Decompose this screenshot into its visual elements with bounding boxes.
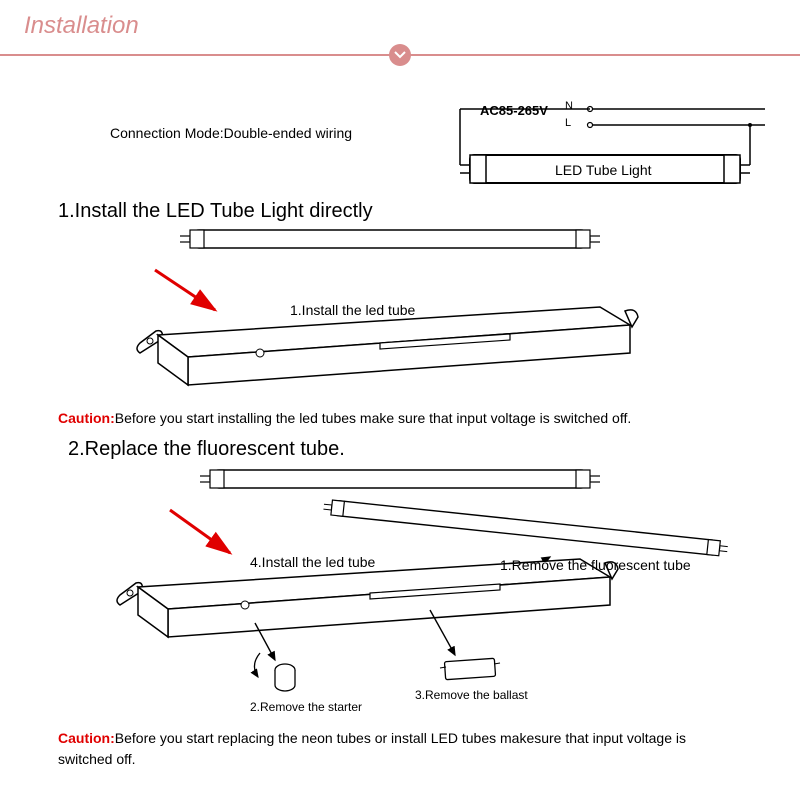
- wiring-tube-label: LED Tube Light: [555, 162, 652, 178]
- caution-text: Before you start replacing the neon tube…: [58, 730, 686, 767]
- section1-heading: 1.Install the LED Tube Light directly: [58, 200, 373, 223]
- section1-step-label: 1.Install the led tube: [290, 302, 415, 318]
- page-title: Installation: [0, 0, 800, 44]
- caution-label: Caution:: [58, 410, 115, 426]
- section2-heading: 2.Replace the fluorescent tube.: [68, 438, 345, 461]
- wiring-voltage-label: AC85-265V: [480, 103, 548, 118]
- caution-label: Caution:: [58, 730, 115, 746]
- section2-step4-label: 4.Install the led tube: [250, 554, 375, 570]
- section2-step1-label: 1.Remove the fluorescent tube: [500, 557, 691, 573]
- section2-diagram: [100, 465, 740, 725]
- wiring-l-label: L: [565, 117, 571, 129]
- wiring-n-label: N: [565, 100, 573, 112]
- section2-step2-label: 2.Remove the starter: [250, 700, 362, 714]
- caution-text: Before you start installing the led tube…: [115, 410, 631, 426]
- section2-step3-label: 3.Remove the ballast: [415, 688, 528, 702]
- chevron-down-icon: [389, 44, 411, 66]
- section2-caution: Caution:Before you start replacing the n…: [58, 728, 740, 770]
- connection-mode-text: Connection Mode:Double-ended wiring: [110, 125, 352, 141]
- section1-caution: Caution:Before you start installing the …: [58, 408, 760, 429]
- title-rule: [0, 44, 800, 66]
